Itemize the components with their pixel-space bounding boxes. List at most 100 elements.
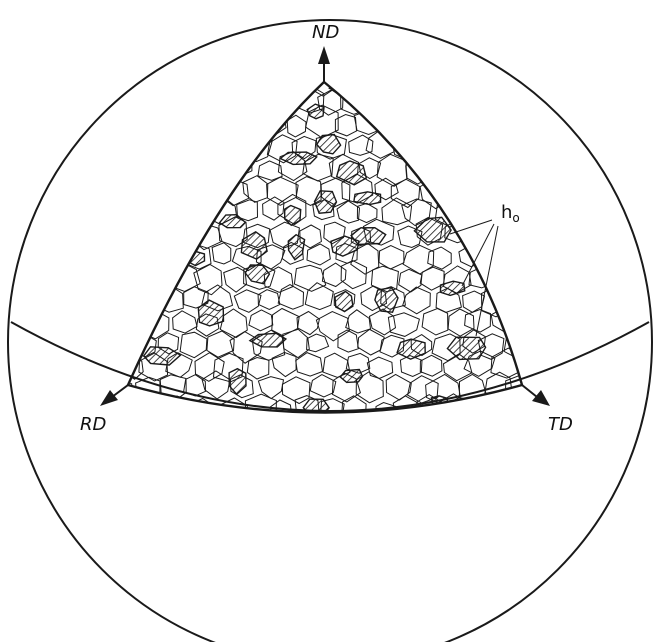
- grain-cell: [492, 91, 522, 121]
- grain-cell: [246, 356, 270, 380]
- grain-cell: [296, 310, 320, 336]
- grain-cell: [299, 224, 322, 249]
- grain-cell: [442, 353, 473, 382]
- td-arrow-icon: [532, 390, 550, 406]
- grain-cell: [182, 109, 213, 139]
- grain-cell: [345, 309, 372, 334]
- grain-cell: [201, 370, 231, 400]
- grain-cell: [480, 110, 516, 140]
- grain-cell: [132, 244, 160, 269]
- rd-axis-line: [111, 384, 129, 398]
- grain-cell: [418, 131, 450, 160]
- hatched-grain: [330, 235, 360, 257]
- rd-arrow-icon: [100, 390, 118, 406]
- grain-cell: [401, 198, 432, 227]
- ho-leader-3: [475, 225, 499, 337]
- grain-cell: [419, 354, 443, 377]
- grain-cell: [135, 156, 165, 184]
- grain-cell: [441, 131, 466, 159]
- grain-cell: [495, 268, 521, 293]
- grain-cell: [341, 395, 367, 413]
- ho-leader-2: [461, 223, 495, 287]
- grain-cell: [356, 202, 378, 224]
- grain-cell: [236, 199, 259, 222]
- grain-cell: [257, 376, 285, 400]
- hatched-grain: [335, 160, 368, 186]
- grain-cell: [169, 216, 200, 248]
- grain-cell: [340, 260, 368, 290]
- grain-cell: [128, 285, 133, 313]
- grain-cell: [455, 152, 481, 178]
- grain-cell: [128, 130, 145, 163]
- outer-sphere-circle: [7, 19, 653, 642]
- grain-cell: [447, 308, 475, 337]
- hatched-grain: [197, 299, 225, 327]
- grain-cell: [510, 153, 522, 180]
- hatched-grains: [142, 103, 487, 413]
- grain-cell: [357, 328, 385, 356]
- grain-cell: [179, 193, 213, 228]
- grain-cell: [128, 201, 134, 227]
- grain-cell: [145, 224, 171, 249]
- hatched-grain: [142, 346, 182, 366]
- grain-cell: [490, 347, 522, 379]
- grain-cell: [407, 375, 439, 404]
- grain-cell: [315, 310, 350, 342]
- grain-cell: [421, 307, 449, 336]
- grain-cell: [321, 262, 347, 288]
- grain-cell: [134, 195, 162, 224]
- grain-cell: [129, 112, 151, 133]
- grain-cell: [183, 286, 209, 309]
- hatched-grain: [218, 213, 247, 229]
- hatched-grain: [313, 190, 338, 214]
- grain-cell: [158, 149, 187, 178]
- grain-cell: [144, 176, 171, 201]
- grain-cell: [336, 200, 361, 224]
- grain-cell: [467, 83, 499, 118]
- grain-cell: [381, 197, 413, 226]
- grain-cell: [156, 245, 186, 275]
- grain-cell: [375, 401, 396, 413]
- grain-cell: [242, 175, 269, 203]
- grain-cell: [179, 331, 208, 359]
- grain-cell: [172, 135, 198, 160]
- grain-cell: [128, 376, 133, 403]
- grain-cell: [269, 399, 293, 413]
- grain-cell: [128, 245, 135, 273]
- grain-cell: [419, 266, 445, 291]
- grain-cell: [221, 133, 247, 158]
- ho-leader-1: [449, 219, 493, 235]
- ho-annotation: ho: [449, 202, 520, 337]
- grain-cell: [354, 82, 386, 95]
- grain-cell: [374, 177, 399, 201]
- grain-cell: [233, 289, 262, 313]
- grain-cell: [391, 134, 423, 161]
- grain-cell: [154, 112, 179, 136]
- grain-cell: [257, 289, 281, 310]
- grain-cell: [271, 307, 300, 337]
- td-label: TD: [548, 414, 573, 435]
- grain-cell: [246, 88, 275, 119]
- hatched-grain: [278, 151, 318, 166]
- grain-cell: [128, 155, 129, 183]
- grain-cell: [211, 242, 232, 265]
- grain-cell: [141, 397, 170, 413]
- hatched-grain: [315, 133, 342, 155]
- grain-cell: [510, 113, 522, 139]
- grain-cell: [409, 114, 433, 136]
- grain-cell: [277, 193, 307, 226]
- grain-cell: [430, 115, 454, 138]
- grain-cell: [381, 82, 406, 91]
- grain-cell: [391, 88, 416, 115]
- grain-cell: [483, 82, 507, 93]
- grain-cell: [154, 82, 185, 95]
- ho-label: ho: [501, 202, 520, 225]
- grain-cell: [143, 130, 170, 158]
- grain-cell: [405, 157, 431, 185]
- grain-cell: [492, 135, 518, 161]
- grain-cell: [128, 399, 145, 413]
- grain-cell: [138, 266, 170, 295]
- grain-cell: [451, 82, 482, 92]
